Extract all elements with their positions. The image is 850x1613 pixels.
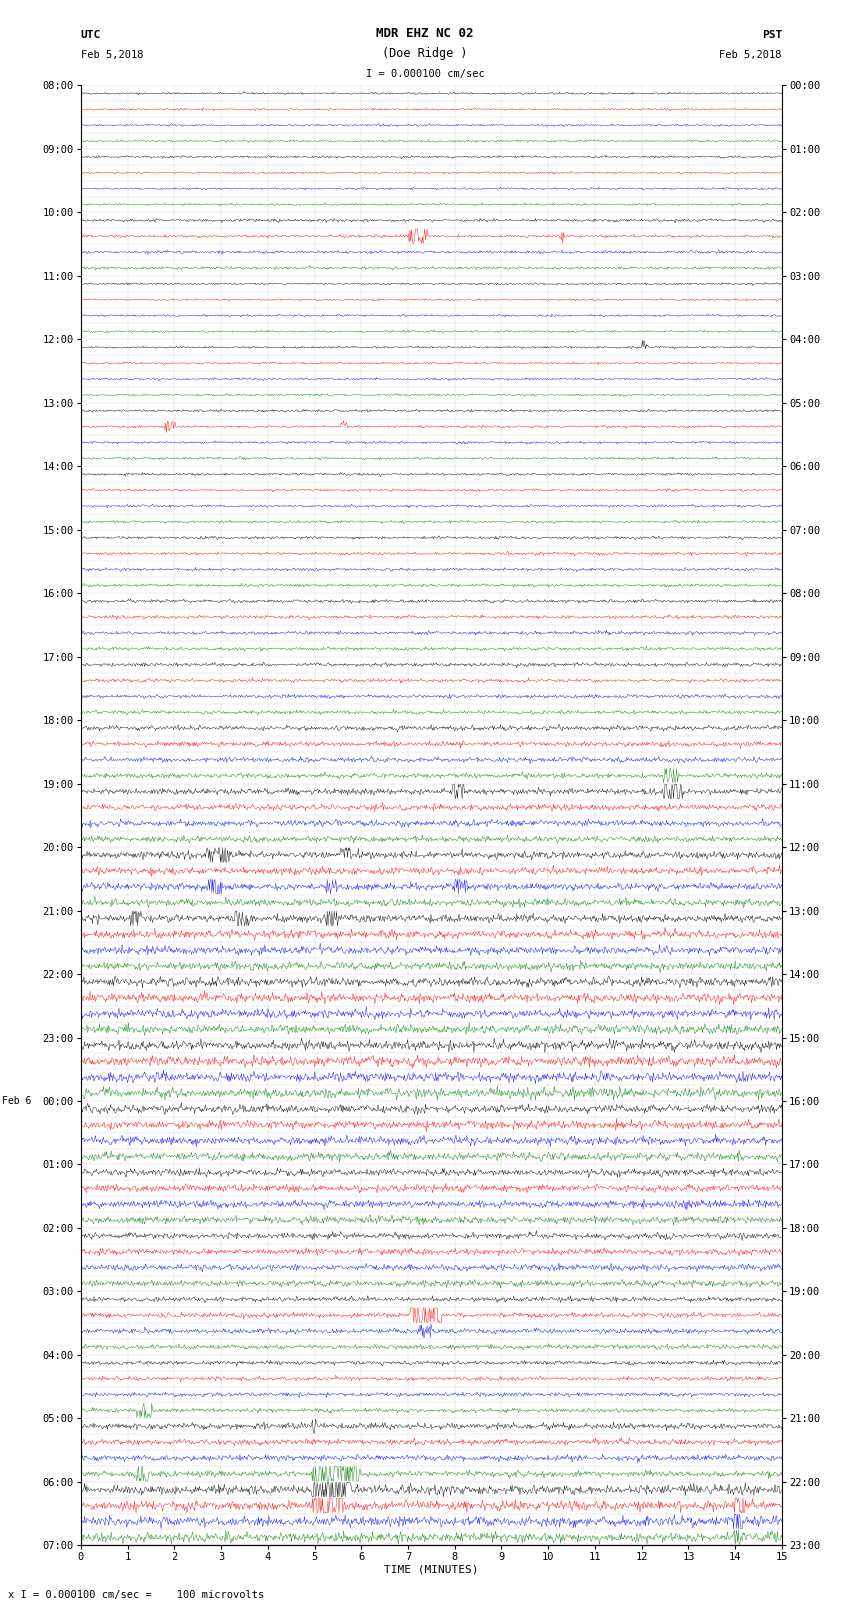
Text: x I = 0.000100 cm/sec =    100 microvolts: x I = 0.000100 cm/sec = 100 microvolts — [8, 1590, 264, 1600]
Text: UTC: UTC — [81, 31, 101, 40]
X-axis label: TIME (MINUTES): TIME (MINUTES) — [384, 1565, 479, 1574]
Text: MDR EHZ NC 02: MDR EHZ NC 02 — [377, 27, 473, 40]
Text: PST: PST — [762, 31, 782, 40]
Text: Feb 5,2018: Feb 5,2018 — [81, 50, 144, 60]
Text: I = 0.000100 cm/sec: I = 0.000100 cm/sec — [366, 69, 484, 79]
Text: Feb 5,2018: Feb 5,2018 — [719, 50, 782, 60]
Text: Feb 6: Feb 6 — [3, 1095, 31, 1107]
Text: (Doe Ridge ): (Doe Ridge ) — [382, 47, 468, 60]
